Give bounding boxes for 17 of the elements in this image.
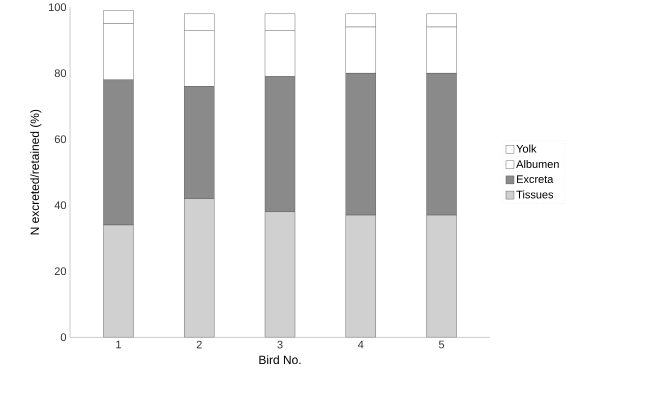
legend-label: Albumen: [516, 160, 559, 168]
x-tick-label: 3: [277, 340, 283, 348]
y-tick-label: 40: [54, 201, 66, 209]
y-tick-label: 0: [60, 333, 66, 341]
y-tick-label: 60: [54, 135, 66, 143]
y-tick-label: 80: [54, 69, 66, 77]
y-tick-label: 20: [54, 267, 66, 275]
x-axis-title: Bird No.: [259, 355, 300, 364]
y-tick-label: 100: [49, 3, 66, 11]
x-tick-label: 5: [438, 340, 444, 348]
legend-label: Excreta: [517, 175, 554, 183]
x-tick-label: 1: [116, 340, 121, 348]
legend-label: Yolk: [516, 144, 537, 153]
legend-label: Tissues: [516, 190, 554, 198]
y-axis-title: N excreted/retained (%): [30, 110, 42, 234]
x-tick-label: 4: [358, 340, 364, 348]
x-tick-label: 2: [196, 340, 202, 348]
